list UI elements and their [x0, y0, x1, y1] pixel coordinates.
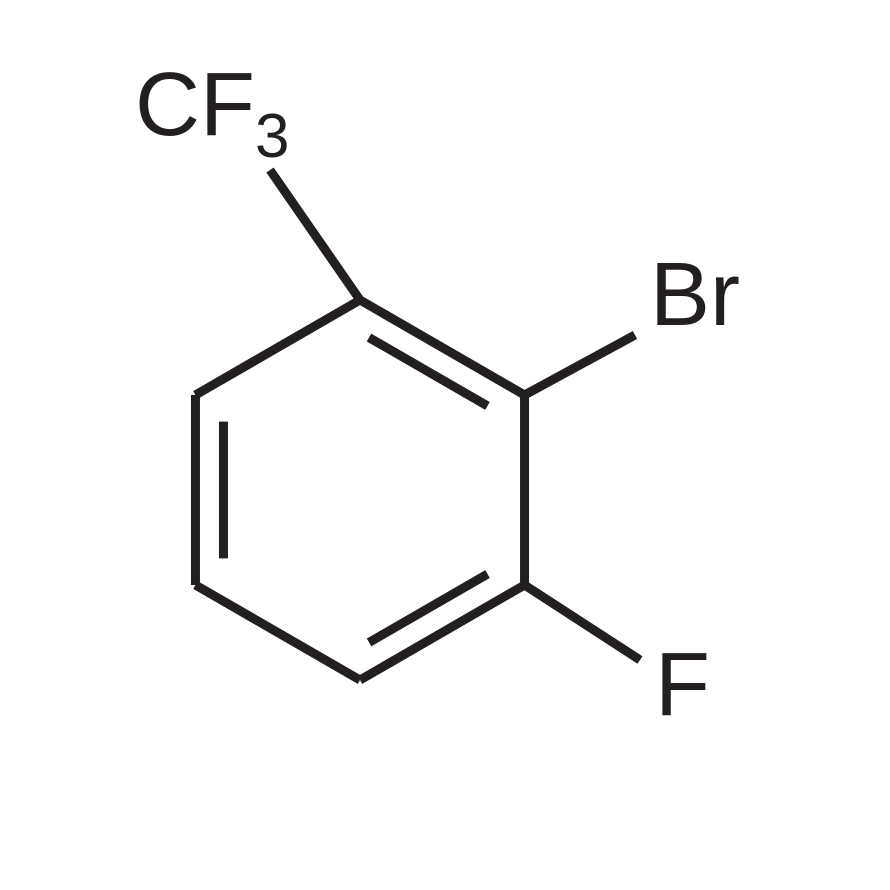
chemical-structure-diagram: CF3 Br F: [0, 0, 890, 890]
atom-label: CF3: [135, 55, 289, 171]
atom-label: F: [655, 635, 710, 735]
atom-label: Br: [650, 245, 740, 345]
